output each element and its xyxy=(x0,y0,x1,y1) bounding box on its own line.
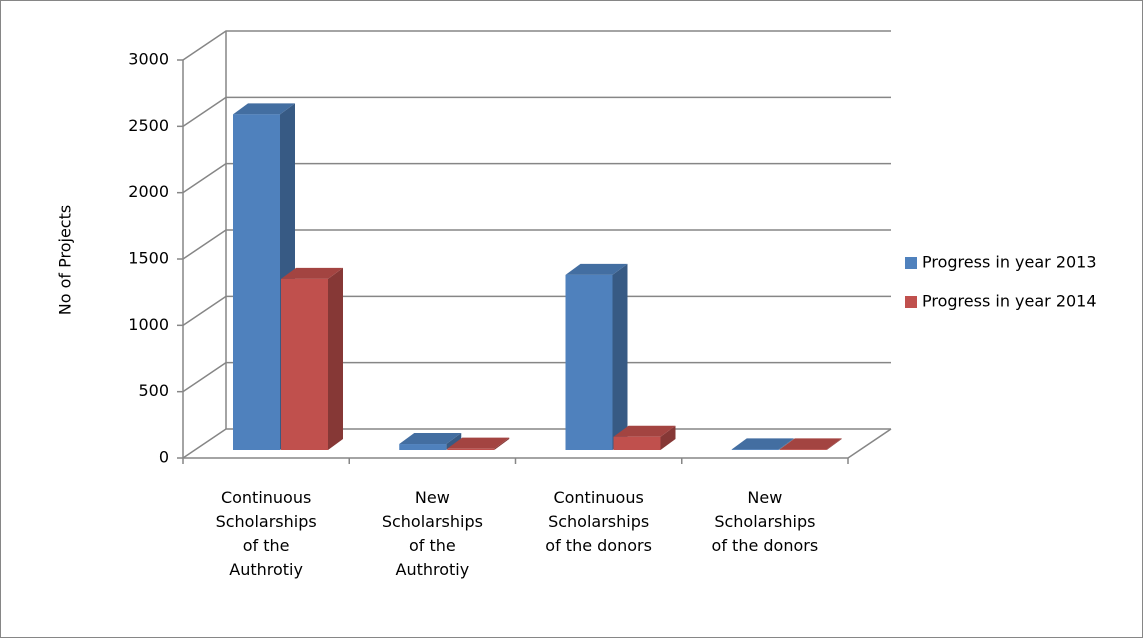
bar-top xyxy=(613,425,676,437)
y-tick-label: 500 xyxy=(138,381,169,400)
y-tick-label: 2500 xyxy=(128,116,169,135)
y-tick-label: 2000 xyxy=(128,182,169,201)
x-tick-label: New Scholarships of the Authrotiy xyxy=(382,488,483,579)
bar-side xyxy=(660,425,676,450)
x-tick-label: Continuous Scholarships of the donors xyxy=(545,488,652,555)
y-tick-label: 0 xyxy=(159,448,169,467)
bar xyxy=(565,274,613,450)
y-axis-title: No of Projects xyxy=(56,205,75,315)
bar xyxy=(779,449,827,450)
bar-top xyxy=(731,438,794,450)
bar-top xyxy=(447,437,510,449)
legend-swatch xyxy=(905,257,917,269)
x-tick-label: New Scholarships of the donors xyxy=(712,488,819,555)
bar-side xyxy=(826,438,842,450)
x-tick-label: Continuous Scholarships of the Authrotiy xyxy=(216,488,317,579)
bar xyxy=(731,449,779,450)
bar-side xyxy=(612,263,628,450)
bar-side xyxy=(494,437,510,450)
y-tick-label: 3000 xyxy=(128,50,169,69)
bar xyxy=(447,448,495,450)
bar-top xyxy=(233,103,295,115)
bar xyxy=(281,278,328,450)
legend-label: Progress in year 2014 xyxy=(922,292,1097,311)
bar xyxy=(399,444,447,450)
bar-top xyxy=(779,438,842,450)
legend-label: Progress in year 2013 xyxy=(922,253,1097,272)
bar xyxy=(613,436,661,450)
bar-side xyxy=(328,267,343,450)
y-tick-label: 1500 xyxy=(128,249,169,268)
legend-swatch xyxy=(905,296,917,308)
bar xyxy=(233,114,280,450)
bar-top xyxy=(281,267,343,279)
y-tick-label: 1000 xyxy=(128,315,169,334)
bar-top xyxy=(399,433,462,445)
bar-side xyxy=(778,438,794,450)
bar-side xyxy=(446,433,462,450)
bar-top xyxy=(565,263,628,275)
